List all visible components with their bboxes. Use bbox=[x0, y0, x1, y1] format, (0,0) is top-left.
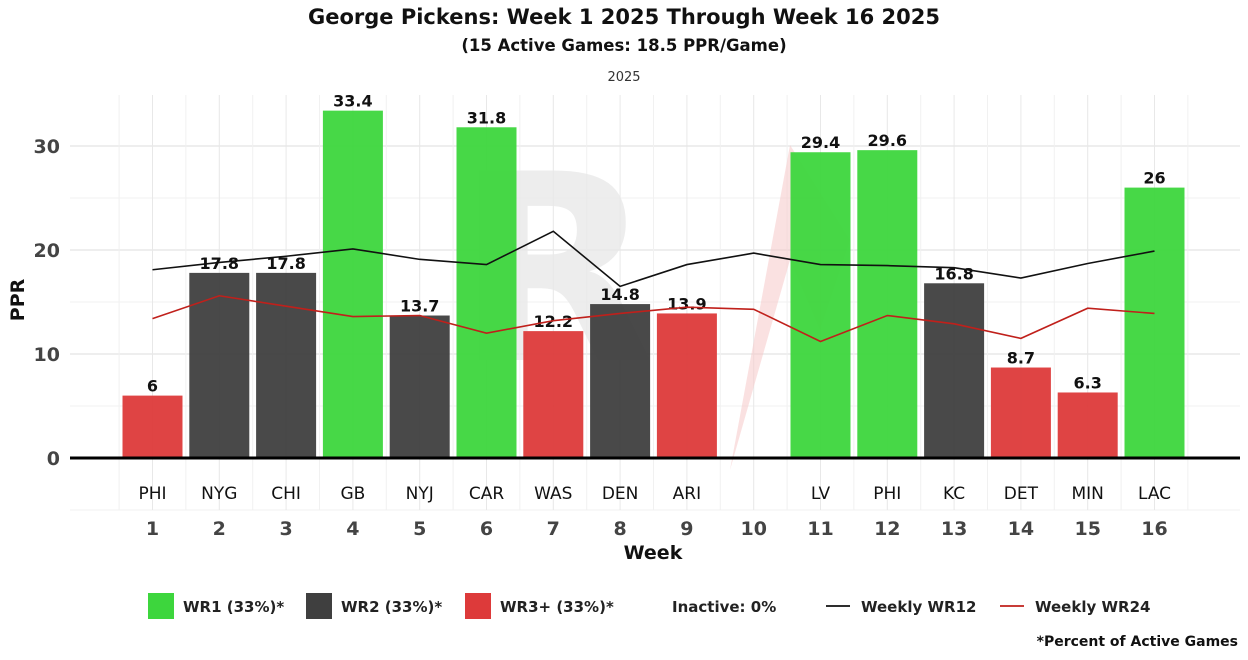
x-tick-label-7: 7 bbox=[547, 518, 560, 540]
x-tick-label-6: 6 bbox=[480, 518, 493, 540]
opponent-label-week-14: DET bbox=[1004, 484, 1039, 504]
y-tick-label-30: 30 bbox=[34, 136, 60, 158]
x-tick-label-4: 4 bbox=[346, 518, 359, 540]
bar-week-14 bbox=[990, 367, 1051, 458]
opponent-label-week-6: CAR bbox=[469, 484, 504, 504]
facet-label: 2025 bbox=[607, 70, 641, 85]
opponent-label-week-13: KC bbox=[943, 484, 965, 504]
legend-label-3: Inactive: 0% bbox=[672, 598, 776, 616]
bar-week-7 bbox=[523, 331, 584, 458]
x-tick-label-12: 12 bbox=[874, 518, 900, 540]
x-tick-label-2: 2 bbox=[213, 518, 226, 540]
bar-value-label-4: 33.4 bbox=[333, 92, 372, 111]
legend-swatch-2 bbox=[465, 593, 491, 619]
x-axis-label: Week bbox=[624, 542, 683, 564]
bar-week-8 bbox=[590, 304, 651, 458]
opponent-label-week-1: PHI bbox=[138, 484, 166, 504]
legend-swatch-1 bbox=[306, 593, 332, 619]
bar-week-6 bbox=[456, 127, 517, 458]
bar-week-12 bbox=[857, 150, 918, 458]
bar-value-label-7: 12.2 bbox=[534, 312, 573, 331]
opponent-label-week-15: MIN bbox=[1071, 484, 1103, 504]
legend-label-5: Weekly WR24 bbox=[1035, 598, 1150, 616]
x-tick-label-1: 1 bbox=[146, 518, 159, 540]
legend-label-4: Weekly WR12 bbox=[861, 598, 976, 616]
bar-value-label-12: 29.6 bbox=[868, 131, 907, 150]
x-tick-label-11: 11 bbox=[807, 518, 833, 540]
bar-week-9 bbox=[656, 313, 717, 458]
opponent-label-week-2: NYG bbox=[201, 484, 237, 504]
x-tick-label-13: 13 bbox=[941, 518, 967, 540]
opponent-label-week-16: LAC bbox=[1138, 484, 1171, 504]
line-series-0 bbox=[152, 230, 1155, 288]
footnote: *Percent of Active Games bbox=[1036, 634, 1238, 650]
line-series-1 bbox=[152, 294, 1155, 343]
opponent-label-week-12: PHI bbox=[873, 484, 901, 504]
opponent-label-week-8: DEN bbox=[602, 484, 639, 504]
legend-label-0: WR1 (33%)* bbox=[183, 598, 284, 616]
bar-value-label-14: 8.7 bbox=[1007, 349, 1035, 368]
opponent-label-week-3: CHI bbox=[271, 484, 301, 504]
opponent-label-week-4: GB bbox=[340, 484, 365, 504]
opponent-label-week-11: LV bbox=[811, 484, 831, 504]
x-tick-label-8: 8 bbox=[613, 518, 626, 540]
bar-week-4 bbox=[322, 110, 383, 458]
opponent-label-week-9: ARI bbox=[673, 484, 701, 504]
x-tick-label-14: 14 bbox=[1008, 518, 1034, 540]
y-axis-label: PPR bbox=[7, 278, 29, 321]
bar-value-label-1: 6 bbox=[147, 377, 158, 396]
x-tick-label-10: 10 bbox=[740, 518, 766, 540]
opponent-label-week-5: NYJ bbox=[406, 484, 434, 504]
y-tick-label-20: 20 bbox=[34, 240, 60, 262]
bar-week-3 bbox=[256, 272, 317, 458]
bar-value-label-9: 13.9 bbox=[667, 294, 706, 313]
x-tick-label-5: 5 bbox=[413, 518, 426, 540]
legend-label-1: WR2 (33%)* bbox=[341, 598, 442, 616]
bar-value-label-11: 29.4 bbox=[801, 133, 840, 152]
chart-title: George Pickens: Week 1 2025 Through Week… bbox=[307, 5, 940, 29]
bar-week-5 bbox=[389, 315, 450, 458]
bar-week-16 bbox=[1124, 187, 1185, 458]
bar-value-label-3: 17.8 bbox=[266, 254, 305, 273]
bar-value-label-2: 17.8 bbox=[200, 254, 239, 273]
bar-value-label-15: 6.3 bbox=[1074, 373, 1102, 392]
bar-week-2 bbox=[189, 272, 250, 458]
bar-value-label-8: 14.8 bbox=[600, 285, 639, 304]
y-tick-label-10: 10 bbox=[34, 344, 60, 366]
bar-value-label-16: 26 bbox=[1143, 169, 1165, 188]
x-tick-label-15: 15 bbox=[1074, 518, 1100, 540]
x-tick-label-9: 9 bbox=[680, 518, 693, 540]
bar-week-1 bbox=[122, 395, 183, 458]
x-tick-label-16: 16 bbox=[1141, 518, 1167, 540]
opponent-label-week-7: WAS bbox=[534, 484, 572, 504]
x-tick-label-3: 3 bbox=[279, 518, 292, 540]
bar-value-label-5: 13.7 bbox=[400, 297, 439, 316]
chart-subtitle: (15 Active Games: 18.5 PPR/Game) bbox=[461, 36, 787, 55]
bar-week-13 bbox=[924, 283, 985, 458]
legend-swatch-0 bbox=[148, 593, 174, 619]
bar-week-15 bbox=[1057, 392, 1118, 458]
bar-week-11 bbox=[790, 152, 851, 459]
y-tick-label-0: 0 bbox=[47, 448, 60, 470]
legend-label-2: WR3+ (33%)* bbox=[500, 598, 614, 616]
bar-value-label-6: 31.8 bbox=[467, 108, 506, 127]
